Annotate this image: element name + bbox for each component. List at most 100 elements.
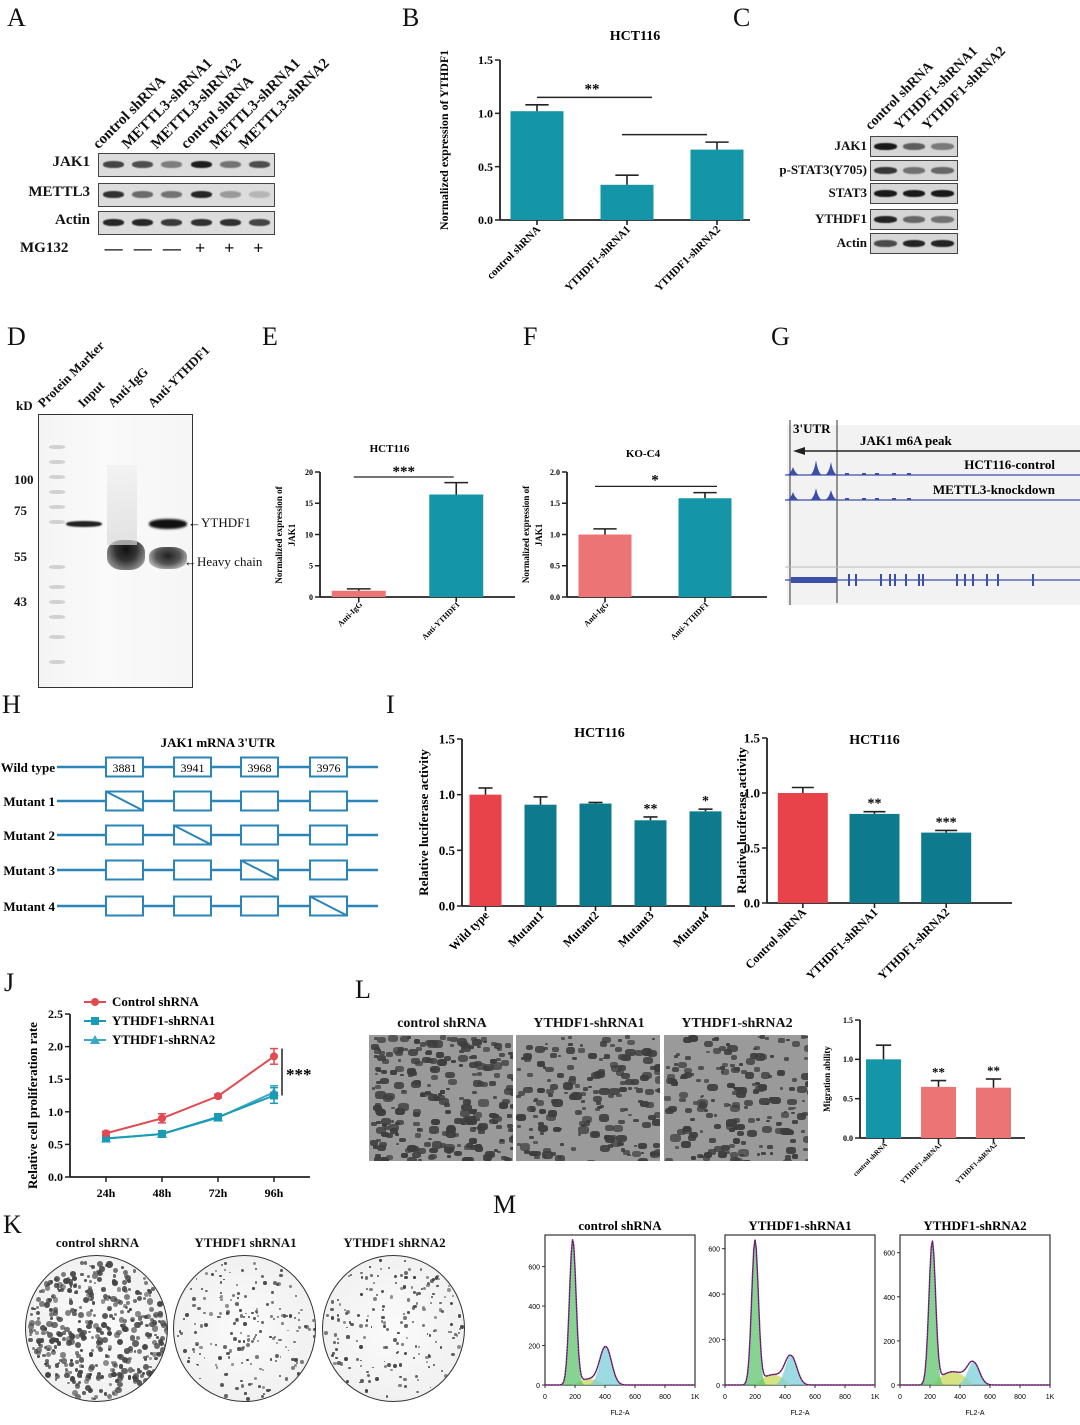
colony [91, 1265, 95, 1269]
cell-cluster [558, 1055, 561, 1057]
colony [143, 1297, 146, 1300]
y-tick-label: 1.5 [843, 1016, 853, 1025]
colony [246, 1359, 248, 1361]
band [931, 240, 954, 247]
band [903, 216, 926, 223]
cell-cluster [400, 1074, 403, 1076]
colony [137, 1349, 142, 1354]
colony [97, 1270, 102, 1275]
y-tick-label: 1.0 [550, 530, 560, 539]
lane-label: Anti-YTHDF1 [145, 342, 214, 411]
significance-star: ** [585, 81, 600, 97]
cell-cluster [457, 1038, 468, 1045]
colony [138, 1322, 141, 1325]
colony [337, 1314, 340, 1317]
x-tick-label: YTHDF1-shRNA1 [899, 1140, 944, 1185]
colony [366, 1288, 368, 1290]
colony [248, 1383, 251, 1386]
x-tick-label: 400 [599, 1394, 611, 1401]
colony [117, 1287, 122, 1292]
cell-cluster [634, 1145, 637, 1147]
cell-cluster [617, 1142, 624, 1147]
site-box [106, 826, 143, 845]
colony [241, 1269, 244, 1272]
colony [116, 1330, 122, 1336]
cell-cluster [437, 1059, 448, 1066]
plate-label: YTHDF1 shRNA2 [322, 1235, 467, 1251]
colony [444, 1296, 446, 1298]
cell-cluster [381, 1070, 388, 1075]
colony [97, 1337, 103, 1343]
colony [270, 1358, 272, 1360]
y-tick-label: 200 [708, 1338, 720, 1345]
colony [233, 1322, 235, 1324]
cell-cluster [545, 1067, 553, 1073]
cell-cluster [582, 1107, 586, 1110]
colony [223, 1279, 225, 1281]
colony [87, 1275, 90, 1278]
cell-cluster [553, 1127, 560, 1132]
cell-cluster [536, 1100, 545, 1106]
colony [390, 1369, 393, 1372]
cell-cluster [753, 1048, 757, 1051]
band [903, 240, 926, 247]
exon [880, 574, 882, 586]
data-point [214, 1113, 222, 1121]
cell-cluster [801, 1073, 808, 1080]
legend-label: YTHDF1-shRNA1 [112, 1013, 215, 1028]
cell-cluster [789, 1087, 795, 1091]
cell-cluster [627, 1154, 631, 1157]
colony [439, 1302, 441, 1304]
cell-cluster [447, 1037, 452, 1040]
minor-peak [875, 498, 879, 500]
cell-cluster [527, 1073, 534, 1078]
cell-cluster [730, 1152, 738, 1158]
colony [416, 1292, 419, 1295]
x-axis-label: FL2-A [790, 1410, 809, 1417]
colony [78, 1381, 81, 1384]
cell-cluster [636, 1088, 642, 1092]
cell-cluster [733, 1138, 741, 1143]
colony [288, 1350, 290, 1352]
colony [404, 1276, 407, 1279]
cell-cluster [684, 1072, 692, 1078]
minor-peak [907, 498, 911, 500]
cell-cluster [555, 1155, 565, 1161]
colony [372, 1367, 374, 1369]
cell-cluster [578, 1048, 585, 1053]
row-label: STAT3 [740, 185, 867, 201]
y-tick-label: 10 [305, 530, 313, 539]
colony [31, 1307, 34, 1310]
colony [180, 1332, 183, 1335]
colony [124, 1294, 130, 1300]
colony [91, 1336, 94, 1339]
colony [209, 1312, 213, 1316]
cell-cluster [399, 1138, 405, 1142]
site-box [310, 792, 347, 811]
marker-label: 75 [14, 503, 27, 519]
colony [113, 1268, 118, 1273]
cell-cluster [473, 1112, 481, 1118]
exon [1032, 574, 1034, 586]
colony [60, 1352, 65, 1357]
cell-cluster [765, 1103, 769, 1106]
series-line [106, 1096, 274, 1139]
cell-cluster [638, 1143, 646, 1149]
x-tick-label: Anti-IgG [336, 600, 364, 628]
colony [451, 1353, 455, 1357]
cell-cluster [744, 1100, 753, 1106]
colony [384, 1361, 386, 1363]
colony [418, 1346, 420, 1348]
panel-label-j: J [4, 968, 14, 998]
band [903, 143, 926, 150]
cell-cluster [422, 1057, 431, 1063]
colony [255, 1281, 258, 1284]
colony [251, 1340, 254, 1343]
colony [140, 1374, 144, 1378]
x-tick-label: 600 [984, 1394, 996, 1401]
colony [435, 1341, 437, 1343]
band [931, 190, 954, 197]
